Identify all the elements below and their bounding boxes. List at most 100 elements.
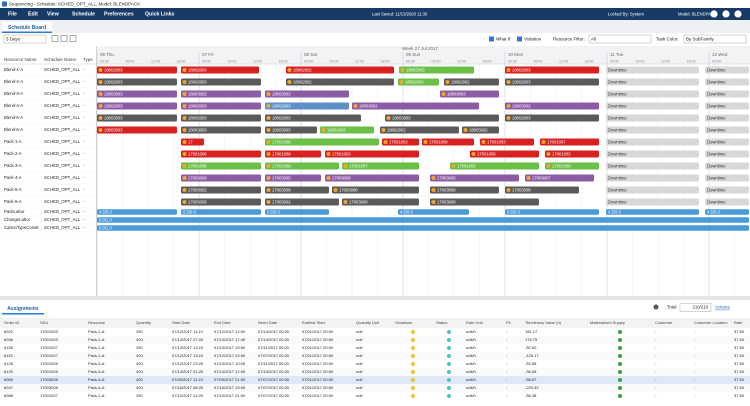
column-header[interactable]: Fit (506, 320, 511, 325)
resource-name[interactable]: Blend-1-A (4, 67, 23, 72)
resource-name[interactable]: Pack-4-A (4, 175, 22, 180)
column-header[interactable]: Timeliness Value (h) (525, 320, 562, 325)
column-header[interactable]: Rate Unit (466, 320, 484, 325)
task-bar[interactable] (398, 78, 439, 86)
toolbar-button[interactable] (60, 35, 68, 42)
menu-item[interactable]: View (47, 12, 60, 18)
column-header[interactable]: SKU (40, 320, 48, 325)
column-header[interactable]: Earliest Start (302, 320, 326, 325)
column-header[interactable]: Quantity (136, 320, 151, 325)
task-bar[interactable] (181, 209, 261, 215)
toolbar-button[interactable] (51, 35, 59, 42)
range-select[interactable] (3, 34, 47, 44)
task-bar[interactable] (181, 66, 259, 74)
task-bar[interactable] (97, 217, 749, 223)
column-header[interactable]: Status (436, 320, 447, 325)
table-row[interactable] (0, 360, 750, 368)
settings-icon[interactable] (653, 304, 659, 310)
task-bar[interactable] (181, 138, 204, 146)
task-bar[interactable] (265, 162, 339, 170)
task-bar[interactable] (430, 174, 519, 182)
resource-name[interactable]: Blend-5-A (4, 115, 23, 120)
task-bar[interactable] (705, 186, 749, 194)
task-bar[interactable] (505, 209, 599, 215)
task-bar[interactable] (705, 198, 749, 206)
task-bar[interactable] (265, 138, 379, 146)
task-bar[interactable] (470, 150, 539, 158)
task-bar[interactable] (505, 102, 599, 110)
task-bar[interactable] (325, 174, 419, 182)
task-bar[interactable] (97, 114, 177, 122)
table-row[interactable] (0, 352, 750, 360)
actions-link[interactable]: Actions (715, 305, 731, 310)
resource-name[interactable]: Blend-6-A (4, 127, 23, 132)
column-header[interactable]: Customer Location (694, 320, 728, 325)
task-bar[interactable] (705, 138, 749, 146)
menu-item[interactable]: File (8, 12, 17, 18)
menu-item[interactable]: Edit (28, 12, 38, 18)
task-bar[interactable] (181, 174, 261, 182)
resource-name[interactable]: PackLabor (4, 209, 25, 214)
resource-name[interactable]: ChangeLabor (4, 217, 31, 222)
task-bar[interactable] (352, 102, 479, 110)
column-header[interactable]: Violations (395, 320, 412, 325)
table-row[interactable] (0, 336, 750, 344)
task-bar[interactable] (505, 66, 599, 74)
task-bar[interactable] (286, 78, 394, 86)
task-bar[interactable] (265, 209, 329, 215)
task-bar[interactable] (332, 186, 419, 194)
resource-name[interactable]: Pack-5-A (4, 187, 22, 192)
task-bar[interactable] (606, 126, 699, 134)
task-bar[interactable] (325, 150, 419, 158)
violation-checkbox[interactable] (517, 36, 522, 42)
task-bar[interactable] (181, 126, 261, 134)
task-bar[interactable] (385, 114, 499, 122)
task-bar[interactable] (440, 90, 499, 98)
task-bar[interactable] (181, 114, 261, 122)
column-header[interactable]: Materialised Supply (590, 320, 625, 325)
task-bar[interactable] (181, 198, 261, 206)
header-icon[interactable] (710, 10, 718, 18)
header-icon[interactable] (722, 10, 730, 18)
task-bar[interactable] (606, 198, 699, 206)
task-bar[interactable] (399, 66, 474, 74)
task-bar[interactable] (181, 102, 261, 110)
task-bar[interactable] (97, 209, 177, 215)
column-header[interactable]: End Date (214, 320, 231, 325)
task-bar[interactable] (97, 90, 177, 98)
task-bar[interactable] (422, 138, 474, 146)
task-bar[interactable] (265, 150, 321, 158)
resource-name[interactable]: Blend-2-A (4, 79, 23, 84)
task-bar[interactable] (480, 138, 534, 146)
column-header[interactable]: Need Date (258, 320, 278, 325)
task-bar[interactable] (606, 90, 699, 98)
task-bar[interactable] (97, 126, 177, 134)
column-header[interactable]: Order ID (4, 320, 19, 325)
task-bar[interactable] (444, 78, 499, 86)
resource-name[interactable]: Pack-1-A (4, 139, 22, 144)
task-color-select[interactable] (683, 34, 747, 44)
task-bar[interactable] (606, 186, 699, 194)
table-row[interactable] (0, 392, 750, 400)
task-bar[interactable] (705, 102, 749, 110)
task-bar[interactable] (265, 102, 349, 110)
task-bar[interactable] (265, 126, 317, 134)
task-bar[interactable] (505, 78, 599, 86)
task-bar[interactable] (265, 174, 321, 182)
task-bar[interactable] (606, 114, 699, 122)
task-bar[interactable] (430, 186, 499, 194)
task-bar[interactable] (705, 114, 749, 122)
task-bar[interactable] (265, 186, 329, 194)
task-bar[interactable] (342, 198, 419, 206)
task-bar[interactable] (382, 138, 419, 146)
resource-name[interactable]: CartonTypeConstr (4, 225, 39, 230)
menu-item[interactable]: Preferences (104, 12, 134, 18)
task-bar[interactable] (606, 150, 699, 158)
task-bar[interactable] (606, 209, 699, 215)
resource-name[interactable]: Pack-2-A (4, 151, 22, 156)
task-bar[interactable] (606, 138, 699, 146)
task-bar[interactable] (705, 90, 749, 98)
task-bar[interactable] (705, 162, 749, 170)
task-bar[interactable] (606, 162, 699, 170)
task-bar[interactable] (705, 78, 749, 86)
